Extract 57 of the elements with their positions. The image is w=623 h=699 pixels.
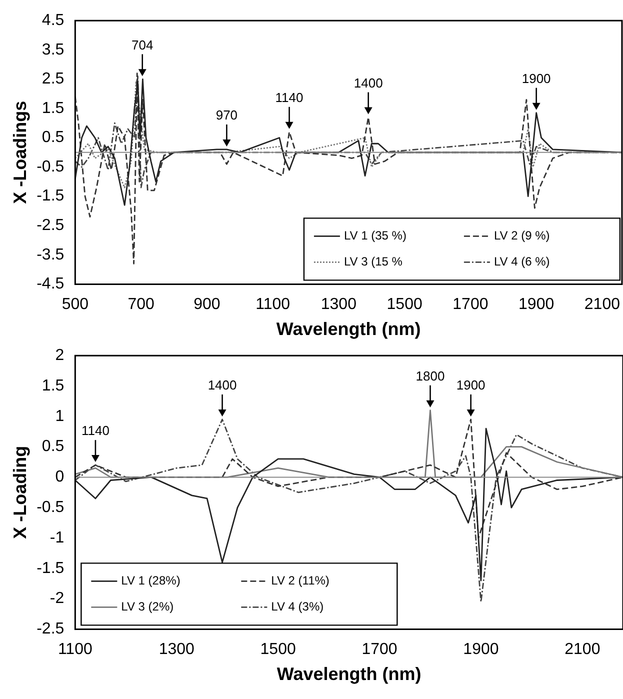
x-tick-label: 1700 bbox=[362, 641, 398, 658]
y-tick-label: 1.5 bbox=[42, 377, 64, 394]
y-tick-label: 3.5 bbox=[42, 41, 64, 58]
y-tick-label: -1.5 bbox=[36, 188, 64, 205]
y-tick-label: 2.5 bbox=[42, 70, 64, 88]
annotation: 1400 bbox=[354, 75, 383, 90]
y-tick-label: -4.5 bbox=[36, 276, 64, 293]
y-tick-label: 4.5 bbox=[42, 12, 64, 30]
x-tick-label: 2100 bbox=[584, 296, 620, 314]
line-series bbox=[75, 418, 623, 539]
legend-label: LV 4 (6 %) bbox=[494, 254, 550, 269]
x-tick-label: 2100 bbox=[564, 641, 600, 658]
y-axis-title: X -Loading bbox=[10, 446, 30, 539]
x-axis-title: Wavelength (nm) bbox=[276, 664, 422, 684]
y-tick-label: -2 bbox=[50, 590, 64, 608]
annotation: 1400 bbox=[208, 378, 237, 393]
y-tick-label: 0.5 bbox=[42, 438, 64, 456]
y-tick-label: 0.5 bbox=[42, 129, 64, 146]
x-axis-title: Wavelength (nm) bbox=[276, 319, 421, 340]
legend-label: LV 2 (9 %) bbox=[494, 228, 550, 243]
y-tick-label: -3.5 bbox=[36, 246, 64, 264]
y-tick-label: -1.5 bbox=[36, 560, 64, 577]
legend-label: LV 3 (2%) bbox=[121, 600, 174, 614]
legend-label: LV 1 (35 %) bbox=[344, 228, 406, 243]
legend-label: LV 2 (11%) bbox=[271, 574, 330, 588]
y-tick-label: 0 bbox=[55, 468, 64, 486]
x-tick-label: 500 bbox=[62, 296, 89, 314]
x-tick-label: 1500 bbox=[386, 296, 422, 314]
annotation: 1140 bbox=[81, 423, 110, 438]
y-axis-title: X -Loadings bbox=[10, 100, 30, 204]
legend-label: LV 1 (28%) bbox=[121, 574, 180, 588]
annotation: 1140 bbox=[275, 90, 304, 105]
x-tick-label: 1900 bbox=[463, 641, 499, 658]
x-tick-label: 1100 bbox=[58, 641, 92, 658]
x-tick-label: 700 bbox=[128, 296, 154, 314]
annotation: 970 bbox=[216, 108, 238, 123]
x-tick-label: 1300 bbox=[158, 641, 195, 658]
y-tick-label: -2.5 bbox=[36, 620, 64, 638]
y-tick-label: -2.5 bbox=[36, 217, 64, 234]
y-tick-label: -0.5 bbox=[36, 499, 64, 516]
y-tick-label: 2 bbox=[55, 347, 64, 364]
x-tick-label: 1700 bbox=[452, 296, 488, 314]
y-tick-label: -0.5 bbox=[36, 158, 64, 176]
annotation: 1800 bbox=[416, 368, 445, 384]
annotation: 704 bbox=[132, 37, 154, 52]
x-tick-label: 1100 bbox=[256, 296, 290, 314]
x-tick-label: 1500 bbox=[260, 641, 296, 658]
x-tick-label: 1900 bbox=[518, 296, 554, 314]
y-tick-label: 1.5 bbox=[42, 100, 64, 117]
annotation: 1900 bbox=[456, 378, 486, 393]
legend-label: LV 3 (15 % bbox=[344, 254, 403, 269]
y-tick-label: 1 bbox=[55, 408, 64, 425]
legend-label: LV 4 (3%) bbox=[271, 600, 324, 614]
y-tick-label: -1 bbox=[50, 529, 64, 546]
annotation: 1900 bbox=[522, 70, 551, 86]
x-tick-label: 900 bbox=[194, 296, 220, 314]
x-tick-label: 1300 bbox=[320, 296, 357, 314]
